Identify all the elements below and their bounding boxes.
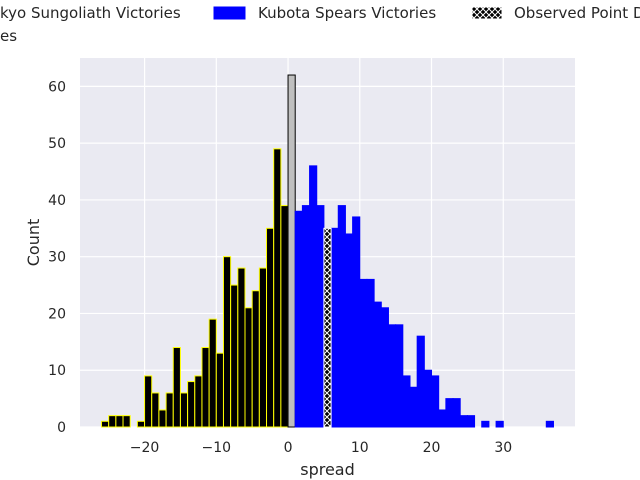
bar-series-2	[316, 205, 325, 428]
bar-series-0	[158, 409, 167, 428]
legend-swatch-kubota	[213, 6, 246, 20]
bar-series-2	[445, 398, 454, 428]
y-tick-label: 40	[48, 193, 66, 209]
bar-series-2	[373, 301, 382, 428]
bar-series-2	[294, 210, 303, 428]
bar-series-2	[402, 375, 411, 428]
tick-labels: −20 −10 0 10 20 30 0 10 20 30 40 50 60	[48, 79, 512, 456]
legend-label-observed: Observed Point D	[514, 4, 640, 22]
bar-series-2	[359, 278, 368, 428]
y-tick-label: 50	[48, 136, 66, 152]
bar-series-0	[108, 415, 117, 428]
bar-series-2	[366, 278, 375, 428]
bar-series-0	[187, 381, 196, 428]
bar-series-2	[459, 415, 468, 428]
y-tick-label: 30	[48, 250, 66, 266]
bar-series-2	[416, 335, 425, 428]
bar-series-2	[380, 307, 389, 428]
bar-series-2	[481, 420, 490, 428]
bar-series-2	[337, 205, 346, 428]
bar-series-2	[309, 165, 318, 428]
bar-series-0	[122, 415, 131, 428]
y-tick-label: 20	[48, 306, 66, 322]
x-tick-label: −10	[202, 440, 232, 456]
y-tick-label: 10	[48, 363, 66, 379]
y-tick-label: 0	[57, 420, 66, 436]
bar-series-2	[452, 398, 461, 428]
bar-series-0	[144, 375, 153, 428]
bar-series-2	[387, 324, 397, 428]
legend: kyo Sungoliath Victories Kubota Spears V…	[0, 4, 640, 45]
bar-series-2	[466, 415, 476, 428]
legend-swatch-observed	[471, 6, 503, 20]
bar-series-2	[545, 420, 554, 428]
histogram-bars	[101, 74, 554, 428]
bar-series-1	[287, 74, 296, 428]
legend-label-tokyo: kyo Sungoliath Victories	[0, 4, 181, 22]
x-tick-label: 10	[351, 440, 369, 456]
bar-series-0	[101, 420, 110, 428]
bar-series-3	[323, 227, 332, 428]
bar-series-2	[423, 369, 433, 428]
bar-series-2	[431, 375, 440, 428]
bar-series-2	[352, 216, 361, 428]
bar-series-0	[172, 347, 181, 428]
y-tick-label: 60	[48, 79, 66, 95]
legend-label-kubota: Kubota Spears Victories	[258, 4, 436, 22]
bar-series-2	[409, 386, 418, 428]
bar-series-2	[438, 409, 447, 428]
bar-series-0	[165, 392, 174, 428]
bar-series-2	[344, 233, 354, 428]
bar-series-0	[201, 347, 210, 428]
bar-series-2	[395, 324, 404, 428]
x-axis-label: spread	[300, 460, 355, 479]
x-tick-label: 0	[284, 440, 293, 456]
bar-series-0	[215, 352, 224, 428]
x-tick-label: 30	[494, 440, 512, 456]
x-tick-label: 20	[423, 440, 441, 456]
bar-series-0	[179, 392, 189, 428]
bar-series-0	[222, 256, 232, 428]
bar-series-0	[230, 284, 239, 428]
bar-series-0	[273, 148, 282, 428]
bar-series-0	[280, 205, 289, 428]
bar-series-0	[136, 420, 146, 428]
bar-series-0	[266, 227, 275, 428]
legend-label-ties: es	[0, 27, 17, 45]
bar-series-0	[151, 392, 160, 428]
bar-series-2	[495, 420, 504, 428]
x-tick-label: −20	[130, 440, 160, 456]
bar-series-0	[194, 375, 203, 428]
bar-series-0	[251, 290, 260, 428]
bar-series-0	[258, 267, 268, 428]
bar-series-0	[237, 267, 246, 428]
y-axis-label: Count	[24, 219, 43, 267]
bar-series-0	[208, 318, 217, 428]
bar-series-0	[115, 415, 124, 428]
bar-series-2	[330, 227, 339, 428]
bar-series-2	[301, 205, 311, 428]
bar-series-0	[244, 307, 253, 428]
